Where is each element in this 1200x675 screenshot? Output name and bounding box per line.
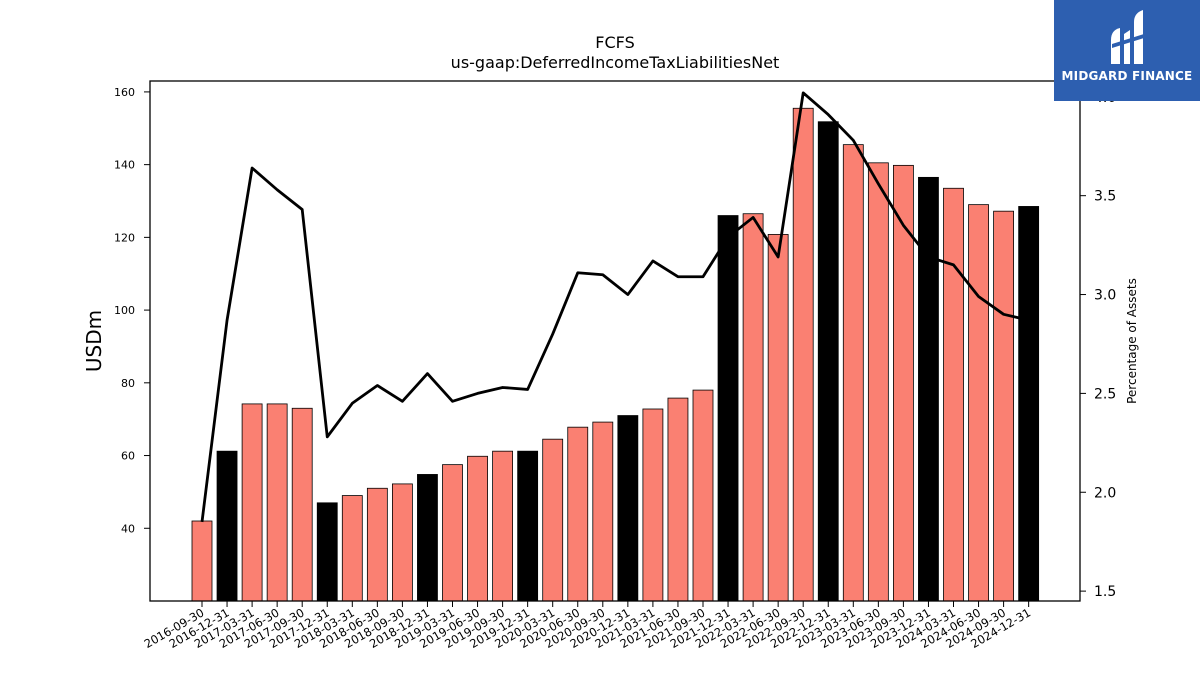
bar-series — [191, 107, 1040, 602]
bar-2016-09-30 — [191, 520, 213, 602]
y-tick-label: 160 — [114, 86, 135, 99]
bar-2022-09-30 — [792, 107, 814, 602]
y-tick-label: 100 — [114, 304, 135, 317]
bar-2018-12-31 — [417, 474, 438, 602]
bar-2024-03-31 — [943, 187, 964, 602]
y2-tick-label: 1.5 — [1094, 584, 1116, 600]
bar-2017-06-30 — [266, 403, 288, 602]
bar-2019-03-31 — [442, 464, 463, 602]
y2-tick-label: 3.5 — [1094, 189, 1116, 205]
y-tick-label: 140 — [114, 159, 135, 172]
logo-name: MIDGARD FINANCE — [1061, 69, 1193, 83]
bar-2021-06-30 — [667, 397, 689, 602]
bar-2018-06-30 — [366, 487, 388, 602]
bar-2020-06-30 — [567, 426, 589, 602]
pct-assets-line — [200, 91, 1029, 523]
bar-2023-12-31 — [918, 176, 939, 602]
y-axis-label: USDm — [82, 310, 106, 372]
y-tick-label: 80 — [121, 377, 135, 390]
bar-2021-03-31 — [642, 408, 664, 602]
chart-title: FCFS — [595, 33, 634, 52]
bar-2019-09-30 — [492, 450, 514, 602]
y2-tick-label: 2.5 — [1094, 386, 1116, 402]
bar-2023-09-30 — [893, 164, 914, 602]
x-axis: 2016-09-302016-12-312017-03-312017-06-30… — [142, 601, 1033, 651]
midgard-finance-logo: MIDGARD FINANCE — [1054, 0, 1200, 101]
y-tick-label: 40 — [121, 522, 135, 535]
y-axis-right: 1.52.02.53.03.54.0 — [1080, 90, 1116, 600]
bar-2020-03-31 — [542, 438, 564, 602]
bar-2016-12-31 — [216, 450, 238, 602]
y2-tick-label: 2.0 — [1094, 485, 1116, 501]
bar-2020-12-31 — [617, 415, 639, 602]
bar-2023-03-31 — [842, 144, 864, 602]
bar-2024-06-30 — [968, 204, 989, 602]
bar-2017-03-31 — [241, 403, 263, 602]
bar-2021-12-31 — [717, 215, 739, 602]
bar-2024-09-30 — [993, 210, 1014, 602]
bar-2022-06-30 — [767, 234, 789, 602]
y-tick-label: 120 — [114, 231, 135, 244]
y2-axis-label: Percentage of Assets — [1125, 278, 1139, 404]
bar-2020-09-30 — [592, 421, 614, 602]
y-tick-label: 60 — [121, 450, 135, 463]
bar-2018-03-31 — [341, 495, 363, 602]
line-series — [200, 91, 1029, 523]
y-axis-left: 40 60 80 100 120 140 160 — [114, 86, 150, 535]
logo-mark-icon — [1111, 10, 1144, 64]
chart-subtitle: us-gaap:DeferredIncomeTaxLiabilitiesNet — [451, 53, 780, 72]
bar-2019-06-30 — [467, 455, 488, 602]
bar-2018-09-30 — [391, 483, 413, 602]
y2-tick-label: 3.0 — [1094, 288, 1116, 304]
bar-2024-12-31 — [1018, 206, 1040, 602]
plot-frame — [149, 80, 1081, 602]
bar-2021-09-30 — [692, 389, 714, 602]
bar-2022-03-31 — [742, 213, 764, 602]
bar-2017-09-30 — [291, 407, 313, 602]
bar-2019-12-31 — [517, 450, 539, 602]
bar-2023-06-30 — [867, 162, 889, 602]
bar-2017-12-31 — [316, 502, 338, 602]
bar-2022-12-31 — [817, 121, 839, 602]
